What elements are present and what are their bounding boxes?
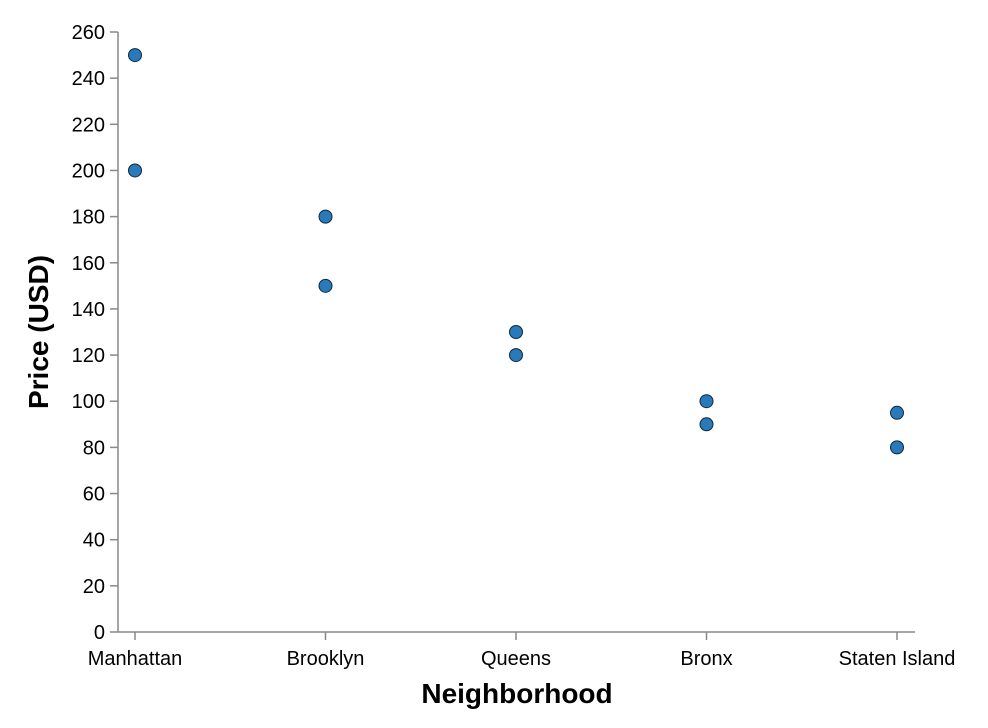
data-point: [128, 48, 142, 63]
data-point: [318, 209, 333, 224]
data-point: [509, 348, 523, 363]
y-tick-label: 120: [72, 345, 105, 367]
x-axis-title: Neighborhood: [421, 678, 612, 709]
x-tick-label: Manhattan: [88, 648, 183, 670]
y-tick-label: 40: [83, 530, 105, 552]
x-tick-label: Brooklyn: [287, 648, 365, 670]
y-ticks: 0 20 40 60 80 100 120 140 160 180 200 220 240 260: [72, 22, 118, 644]
data-points: [128, 48, 904, 455]
data-point: [890, 440, 904, 455]
data-point: [699, 417, 714, 432]
data-point: [128, 163, 142, 178]
y-tick-label: 240: [72, 68, 105, 90]
data-point: [699, 394, 714, 409]
y-tick-label: 160: [72, 253, 105, 275]
y-axis-title: Price (USD): [23, 255, 54, 409]
x-tick-label: Bronx: [680, 648, 732, 670]
x-ticks: Manhattan Brooklyn Queens Bronx Staten Islan…: [88, 632, 956, 670]
y-tick-label: 60: [83, 484, 105, 506]
x-tick-label: Queens: [481, 648, 551, 670]
y-tick-label: 0: [94, 622, 105, 644]
y-axis: 0 20 40 60 80 100 120 140 160 180 200 220 240 260: [72, 22, 119, 644]
data-point: [890, 405, 904, 420]
y-tick-label: 260: [72, 22, 105, 44]
y-tick-label: 20: [83, 576, 105, 598]
y-tick-label: 80: [83, 437, 105, 459]
y-tick-label: 180: [72, 207, 105, 229]
x-axis: Manhattan Brooklyn Queens Bronx Staten Islan…: [88, 631, 956, 670]
x-tick-label: Staten Island: [839, 648, 956, 670]
data-point: [509, 325, 523, 339]
y-tick-label: 200: [72, 160, 105, 182]
y-tick-label: 100: [72, 391, 105, 413]
y-tick-label: 140: [72, 299, 105, 321]
data-point: [318, 278, 333, 293]
y-tick-label: 220: [72, 114, 105, 136]
